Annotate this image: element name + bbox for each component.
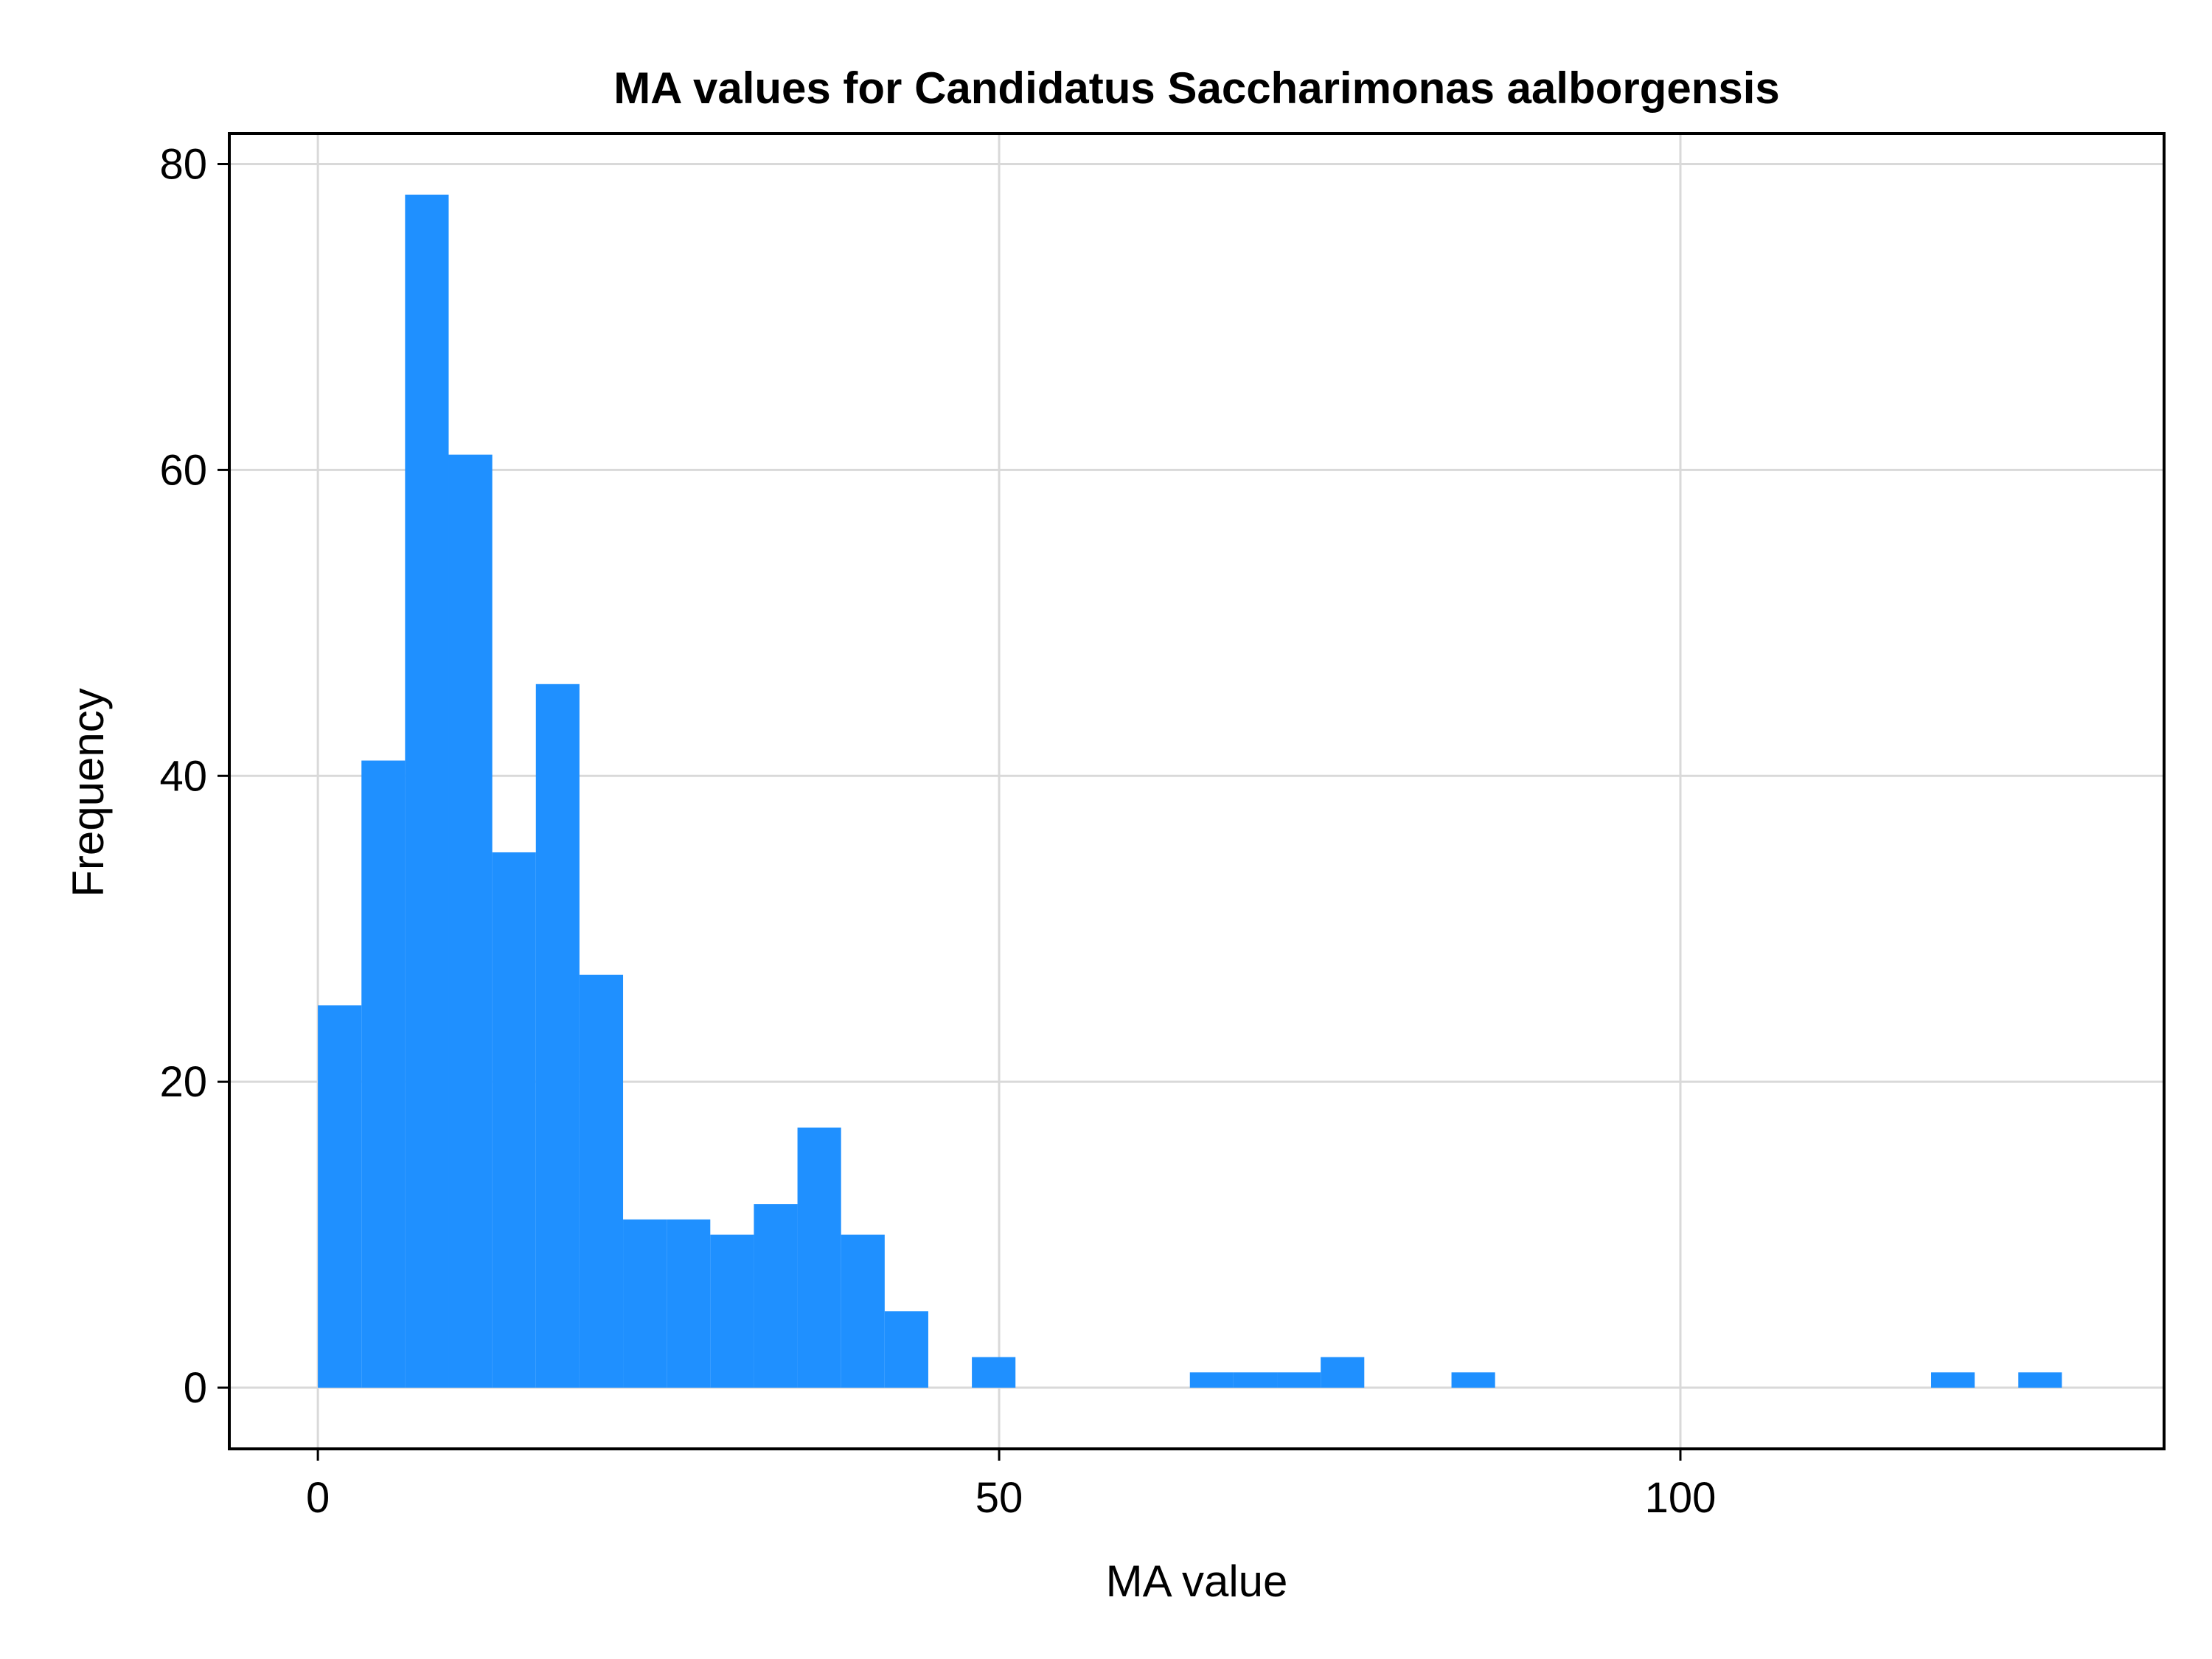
histogram-bar xyxy=(535,684,580,1388)
histogram-bar xyxy=(1321,1357,1365,1388)
y-tick-label: 0 xyxy=(184,1364,207,1412)
histogram-bar xyxy=(972,1357,1016,1388)
y-axis-label: Frequency xyxy=(63,688,113,897)
histogram-bar xyxy=(884,1311,928,1388)
histogram-bar xyxy=(579,974,624,1388)
histogram-bar xyxy=(710,1234,754,1388)
histogram-bar xyxy=(754,1204,798,1388)
plot-frame xyxy=(228,132,2166,1450)
y-tick-label: 80 xyxy=(159,140,207,188)
histogram-bar xyxy=(1233,1372,1278,1388)
x-tick-label: 0 xyxy=(306,1474,330,1522)
histogram-bar xyxy=(2018,1372,2062,1388)
x-tick-label: 100 xyxy=(1645,1474,1717,1522)
ticks-layer: 0 50 100 0 20 40 60 80 xyxy=(159,140,1716,1522)
histogram-bar xyxy=(448,454,493,1388)
chart-title: MA values for Candidatus Saccharimonas a… xyxy=(613,63,1780,113)
histogram-bar xyxy=(1451,1372,1495,1388)
histogram-bar xyxy=(623,1219,667,1388)
y-tick-label: 20 xyxy=(159,1058,207,1106)
histogram-bar xyxy=(361,760,406,1388)
histogram-bar xyxy=(405,194,449,1388)
x-axis-label: MA value xyxy=(1106,1557,1288,1606)
histogram-bar xyxy=(1931,1372,1975,1388)
histogram-bar xyxy=(841,1234,885,1388)
histogram-bar xyxy=(667,1219,711,1388)
histogram-bar xyxy=(318,1005,362,1388)
y-tick-label: 60 xyxy=(159,446,207,494)
histogram-bar xyxy=(1189,1372,1234,1388)
histogram-bar xyxy=(492,852,536,1388)
histogram-bar xyxy=(1277,1372,1321,1388)
x-tick-label: 50 xyxy=(975,1474,1023,1522)
y-tick-label: 40 xyxy=(159,752,207,800)
bars-layer xyxy=(318,194,2062,1388)
histogram-bar xyxy=(797,1127,841,1388)
